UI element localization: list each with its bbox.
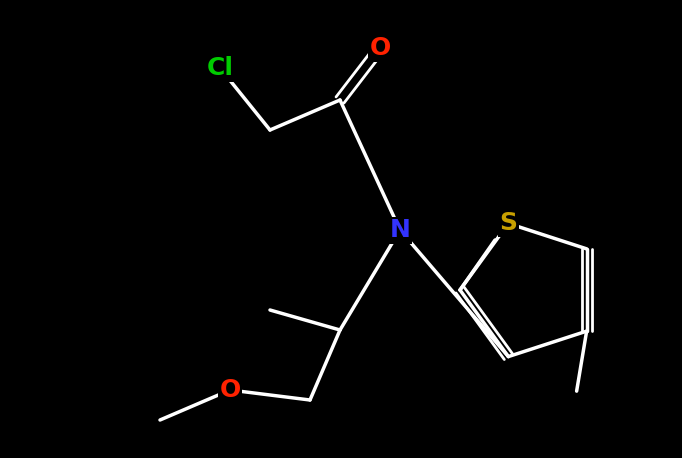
Text: O: O (220, 378, 241, 402)
Text: Cl: Cl (207, 56, 233, 80)
Text: S: S (499, 212, 518, 235)
Text: O: O (370, 36, 391, 60)
Text: N: N (389, 218, 411, 242)
